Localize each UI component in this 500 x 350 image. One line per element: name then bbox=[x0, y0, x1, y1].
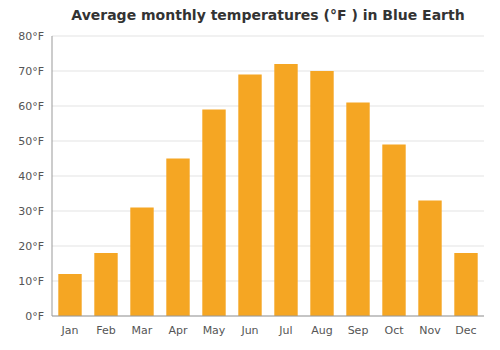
y-tick-label: 60°F bbox=[18, 100, 44, 113]
bar bbox=[346, 103, 369, 317]
bar bbox=[202, 110, 225, 317]
bar bbox=[382, 145, 405, 317]
bar bbox=[58, 274, 81, 316]
bar bbox=[454, 253, 477, 316]
grid-line bbox=[52, 71, 484, 72]
y-tick-label: 40°F bbox=[18, 170, 44, 183]
bars bbox=[58, 64, 477, 316]
grid-line bbox=[52, 316, 484, 317]
x-tick-label: Mar bbox=[132, 324, 153, 337]
x-tick-label: Jan bbox=[61, 324, 79, 337]
bar bbox=[274, 64, 297, 316]
bar bbox=[310, 71, 333, 316]
x-tick-label: Jun bbox=[240, 324, 258, 337]
x-tick-label: Sep bbox=[348, 324, 369, 337]
grid-line bbox=[52, 176, 484, 177]
x-tick-label: Aug bbox=[311, 324, 332, 337]
x-tick-label: Apr bbox=[168, 324, 188, 337]
x-tick-label: Feb bbox=[96, 324, 115, 337]
y-tick-label: 20°F bbox=[18, 240, 44, 253]
x-tick-label: May bbox=[203, 324, 226, 337]
y-tick-label: 50°F bbox=[18, 135, 44, 148]
bar bbox=[130, 208, 153, 317]
y-tick-label: 70°F bbox=[18, 65, 44, 78]
bar bbox=[238, 75, 261, 317]
title: Average monthly temperatures (°F ) in Bl… bbox=[71, 7, 464, 23]
x-tick-label: Oct bbox=[384, 324, 404, 337]
grid-line bbox=[52, 141, 484, 142]
grid-line bbox=[52, 36, 484, 37]
x-tick-label: Nov bbox=[419, 324, 441, 337]
bar bbox=[418, 201, 441, 317]
grid bbox=[52, 36, 484, 316]
chart: Average monthly temperatures (°F ) in Bl… bbox=[0, 0, 500, 350]
grid-line bbox=[52, 106, 484, 107]
bar bbox=[166, 159, 189, 317]
bar bbox=[94, 253, 117, 316]
y-tick-label: 0°F bbox=[25, 310, 44, 323]
x-axis bbox=[52, 316, 484, 317]
y-axis bbox=[52, 36, 53, 316]
y-tick-label: 80°F bbox=[18, 30, 44, 43]
x-tick-label: Jul bbox=[278, 324, 292, 337]
x-tick-label: Dec bbox=[455, 324, 476, 337]
y-tick-label: 10°F bbox=[18, 275, 44, 288]
y-tick-label: 30°F bbox=[18, 205, 44, 218]
